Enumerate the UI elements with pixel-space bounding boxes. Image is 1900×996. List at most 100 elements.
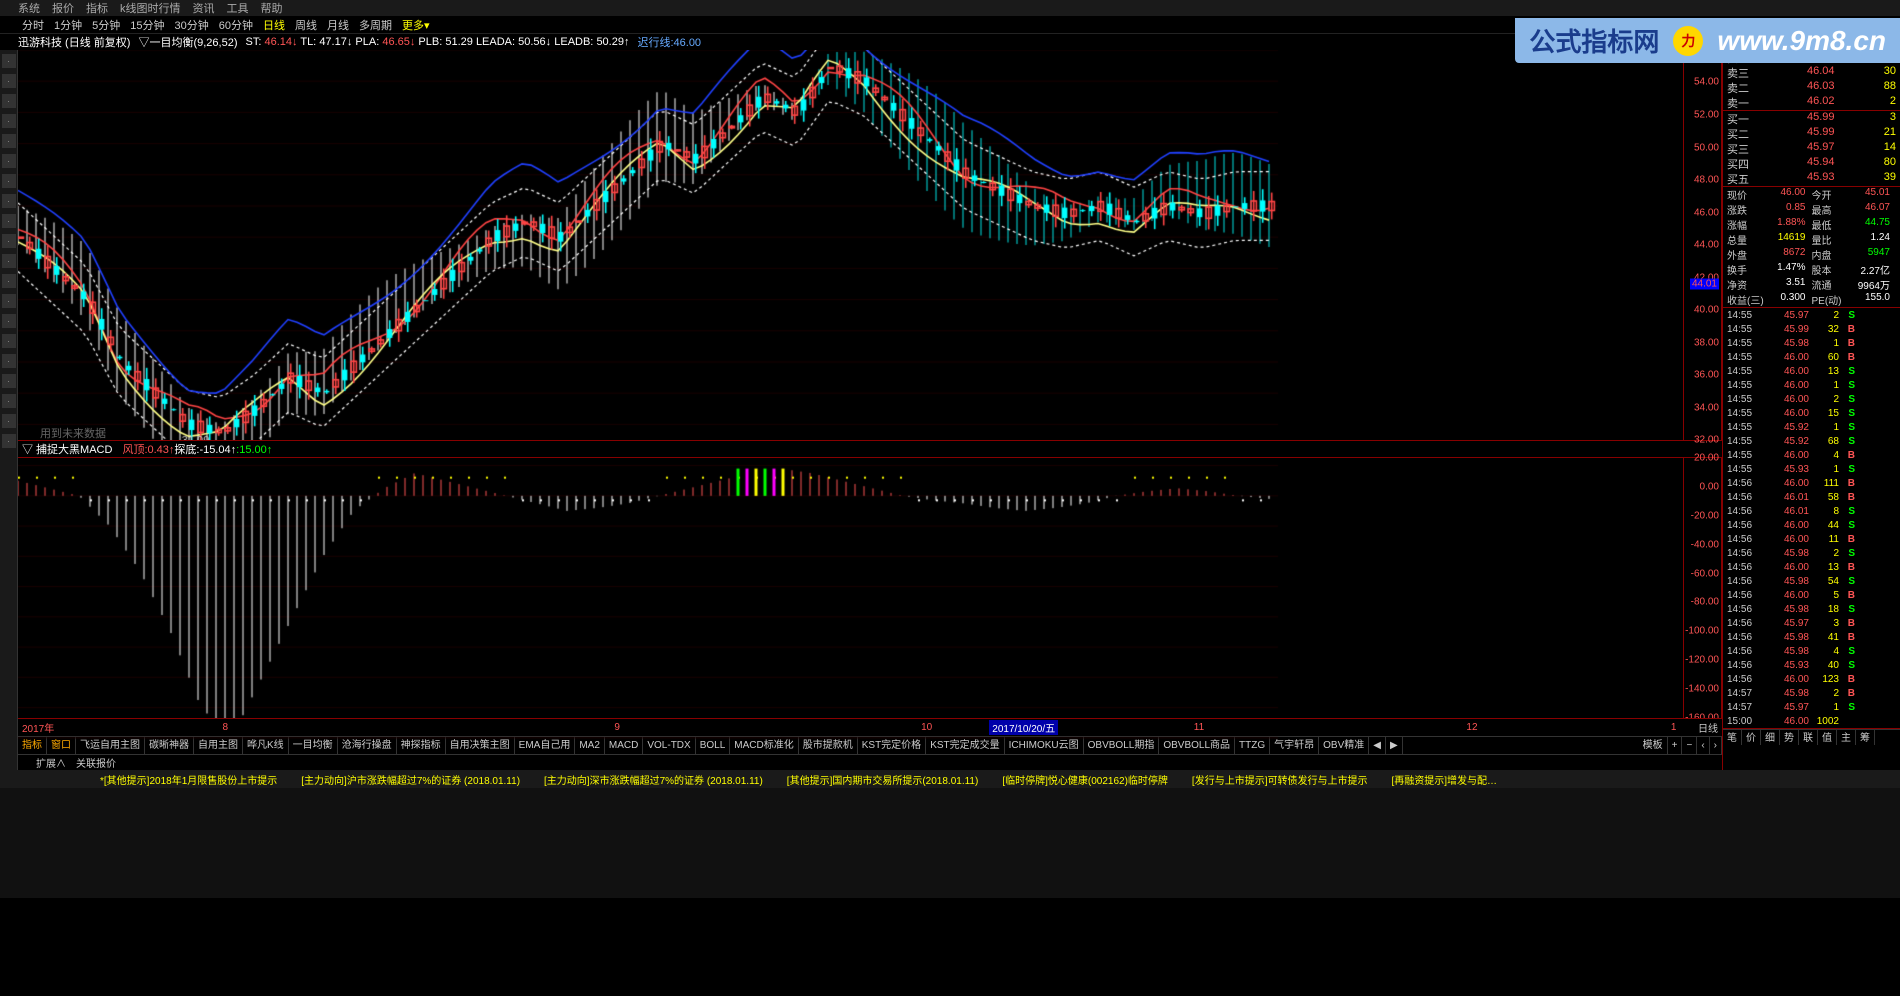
quote-row: 涨幅1.88%最低44.75	[1723, 217, 1900, 232]
ind-ctrl[interactable]: ›	[1710, 737, 1722, 754]
panel-tab[interactable]: 值	[1818, 730, 1837, 745]
timeframe-15分钟[interactable]: 15分钟	[126, 17, 168, 33]
order-row[interactable]: 买二45.9921	[1723, 126, 1900, 141]
tool-icon[interactable]: ·	[2, 254, 16, 268]
tool-icon[interactable]: ·	[2, 434, 16, 448]
menu-item[interactable]: k线图时行情	[120, 0, 181, 16]
ticker-item[interactable]: *[其他提示]2018年1月限售股份上市提示	[100, 772, 277, 787]
ind-ctrl[interactable]: +	[1668, 737, 1683, 754]
menu-item[interactable]: 帮助	[261, 0, 283, 16]
timeframe-1分钟[interactable]: 1分钟	[50, 17, 86, 33]
order-row[interactable]: 买三45.9714	[1723, 141, 1900, 156]
menu-item[interactable]: 报价	[52, 0, 74, 16]
menu-item[interactable]: 系统	[18, 0, 40, 16]
tool-icon[interactable]: ·	[2, 114, 16, 128]
order-row[interactable]: 买四45.9480	[1723, 156, 1900, 171]
menu-item[interactable]: 指标	[86, 0, 108, 16]
order-row[interactable]: 买五45.9339	[1723, 171, 1900, 186]
panel-tab[interactable]: 联	[1799, 730, 1818, 745]
panel-tab[interactable]: 主	[1837, 730, 1856, 745]
order-row[interactable]: 卖二46.0388	[1723, 80, 1900, 95]
timeframe-日线[interactable]: 日线	[259, 17, 289, 33]
tick-row: 14:5546.001S	[1723, 378, 1900, 392]
order-row[interactable]: 买一45.993	[1723, 111, 1900, 126]
menu-item[interactable]: 工具	[227, 0, 249, 16]
ind-tab[interactable]: ▶	[1386, 737, 1403, 754]
ticker-item[interactable]: [再融资提示]增发与配…	[1391, 772, 1497, 787]
main-chart[interactable]: 56.0054.0052.0050.0048.0046.0044.0042.00…	[18, 50, 1722, 440]
tool-icon[interactable]: ·	[2, 414, 16, 428]
current-price-tag: 44.01	[1690, 279, 1719, 290]
timeframe-更多▾[interactable]: 更多▾	[398, 17, 434, 33]
tool-icon[interactable]: ·	[2, 174, 16, 188]
menu-item[interactable]: 资讯	[193, 0, 215, 16]
ticker-item[interactable]: [发行与上市提示]可转债发行与上市提示	[1192, 772, 1368, 787]
panel-tab[interactable]: 价	[1742, 730, 1761, 745]
timeframe-周线[interactable]: 周线	[291, 17, 321, 33]
sub-ind-name[interactable]: ▽ 捕捉大黑MACD	[22, 441, 112, 457]
tick-row: 14:5645.984S	[1723, 644, 1900, 658]
tool-icon[interactable]: ·	[2, 214, 16, 228]
tool-icon[interactable]: ·	[2, 74, 16, 88]
tick-row: 14:5545.9932B	[1723, 322, 1900, 336]
ichimoku-label[interactable]: ▽一目均衡(9,26,52)	[138, 34, 237, 50]
sub-chart[interactable]: 20.000.00-20.00-40.00-60.00-80.00-100.00…	[18, 458, 1722, 718]
order-row[interactable]: 卖三46.0430	[1723, 65, 1900, 80]
ext-item[interactable]: 扩展∧	[36, 755, 66, 770]
tick-row: 14:5645.9340S	[1723, 658, 1900, 672]
tool-icon[interactable]: ·	[2, 394, 16, 408]
tool-icon[interactable]: ·	[2, 134, 16, 148]
quote-row: 涨跌0.85最高46.07	[1723, 202, 1900, 217]
tool-icon[interactable]: ·	[2, 54, 16, 68]
ind-ctrl[interactable]: 模板	[1639, 737, 1668, 754]
ind-ctrl[interactable]: ‹	[1697, 737, 1709, 754]
tick-row: 14:5645.9854S	[1723, 574, 1900, 588]
sub-indicator-header: ▽ 捕捉大黑MACD 风顶:0.43↑探底:-15.04↑:15.00↑	[18, 440, 1722, 458]
timeframe-30分钟[interactable]: 30分钟	[171, 17, 213, 33]
ext-item[interactable]: 关联报价	[76, 755, 116, 770]
tick-row: 14:5545.9268S	[1723, 434, 1900, 448]
ticker-item[interactable]: [临时停牌]悦心健康(002162)临时停牌	[1002, 772, 1168, 787]
panel-tab[interactable]: 细	[1761, 730, 1780, 745]
tool-icon[interactable]: ·	[2, 274, 16, 288]
tool-icon[interactable]: ·	[2, 294, 16, 308]
watermark-badge-icon: 力	[1673, 26, 1703, 56]
ind-tab[interactable]: ◀	[1369, 737, 1386, 754]
panel-tab[interactable]: 笔	[1723, 730, 1742, 745]
tool-icon[interactable]: ·	[2, 314, 16, 328]
ticker-item[interactable]: [主力动向]沪市涨跌幅超过7%的证券 (2018.01.11)	[301, 772, 520, 787]
tick-row: 14:5646.0044S	[1723, 518, 1900, 532]
timeframe-60分钟[interactable]: 60分钟	[215, 17, 257, 33]
tick-row: 14:5545.981B	[1723, 336, 1900, 350]
order-row[interactable]: 卖一46.022	[1723, 95, 1900, 110]
tool-icon[interactable]: ·	[2, 374, 16, 388]
ind-tab[interactable]: OBV精准	[1319, 737, 1369, 754]
left-toolbar: · · · · · · · · · · · · · · · · · · · ·	[0, 50, 18, 770]
tool-icon[interactable]: ·	[2, 194, 16, 208]
tick-row: 14:5546.002S	[1723, 392, 1900, 406]
tool-icon[interactable]: ·	[2, 234, 16, 248]
sub-axis: 20.000.00-20.00-40.00-60.00-80.00-100.00…	[1683, 458, 1721, 718]
tick-row: 14:5645.9818S	[1723, 602, 1900, 616]
watermark: 公式指标网 力 www.9m8.cn	[1515, 18, 1900, 63]
ticker-item[interactable]: [主力动向]深市涨跌幅超过7%的证券 (2018.01.11)	[544, 772, 763, 787]
ind-ctrl[interactable]: −	[1682, 737, 1697, 754]
timeframe-多周期[interactable]: 多周期	[355, 17, 396, 33]
watermark-url: www.9m8.cn	[1717, 25, 1886, 57]
ticker-item[interactable]: [其他提示]国内期市交易所提示(2018.01.11)	[787, 772, 979, 787]
panel-tab[interactable]: 筹	[1856, 730, 1875, 745]
tool-icon[interactable]: ·	[2, 154, 16, 168]
top-menu: 系统报价指标 k线图时行情资讯工具帮助	[0, 0, 1900, 16]
tool-icon[interactable]: ·	[2, 94, 16, 108]
quote-row: 收益(三)0.300PE(动)155.0	[1723, 292, 1900, 307]
tick-row: 14:5646.00111B	[1723, 476, 1900, 490]
tool-icon[interactable]: ·	[2, 334, 16, 348]
quote-row: 外盘8672内盘5947	[1723, 247, 1900, 262]
timeframe-分时[interactable]: 分时	[18, 17, 48, 33]
panel-tab[interactable]: 势	[1780, 730, 1799, 745]
tick-list[interactable]: 14:5545.972S14:5545.9932B14:5545.981B14:…	[1723, 308, 1900, 728]
timeframe-5分钟[interactable]: 5分钟	[88, 17, 124, 33]
timeframe-月线[interactable]: 月线	[323, 17, 353, 33]
tool-icon[interactable]: ·	[2, 354, 16, 368]
news-ticker[interactable]: *[其他提示]2018年1月限售股份上市提示 [主力动向]沪市涨跌幅超过7%的证券…	[0, 770, 1900, 788]
